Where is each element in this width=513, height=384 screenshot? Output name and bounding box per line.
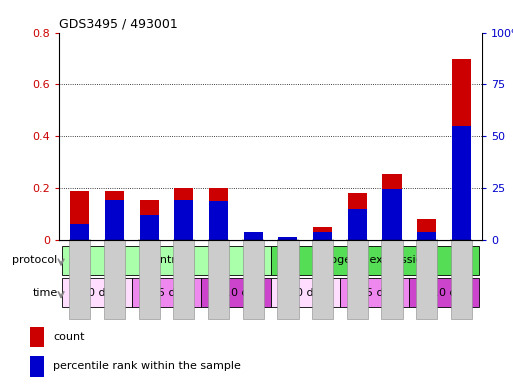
FancyBboxPatch shape	[347, 240, 368, 319]
Bar	[209, 188, 228, 240]
Bar	[63, 246, 271, 275]
Text: percentile rank within the sample: percentile rank within the sample	[53, 361, 241, 371]
Bar	[417, 232, 436, 240]
Text: 10 d: 10 d	[432, 288, 457, 298]
FancyBboxPatch shape	[278, 240, 299, 319]
FancyBboxPatch shape	[139, 240, 160, 319]
Bar	[340, 278, 409, 307]
Bar	[174, 188, 193, 240]
FancyBboxPatch shape	[104, 240, 125, 319]
Bar	[105, 200, 124, 240]
Bar	[417, 219, 436, 240]
FancyBboxPatch shape	[173, 240, 194, 319]
Text: 5 d: 5 d	[157, 288, 175, 298]
Text: protocol: protocol	[12, 255, 57, 265]
FancyBboxPatch shape	[382, 240, 403, 319]
Bar	[201, 278, 271, 307]
Text: GDS3495 / 493001: GDS3495 / 493001	[59, 17, 177, 30]
Text: 5 d: 5 d	[366, 288, 384, 298]
Text: time: time	[32, 288, 57, 298]
FancyBboxPatch shape	[451, 240, 472, 319]
Text: 0 d: 0 d	[297, 288, 314, 298]
Bar	[348, 194, 367, 240]
Text: count: count	[53, 332, 85, 342]
Bar	[244, 232, 263, 240]
Bar	[132, 278, 201, 307]
Bar	[452, 126, 471, 240]
Bar	[383, 189, 402, 240]
Bar	[140, 215, 159, 240]
Bar	[70, 224, 89, 240]
Bar	[244, 232, 263, 240]
Bar	[63, 278, 132, 307]
Bar	[279, 237, 298, 240]
Bar	[313, 232, 332, 240]
Bar	[313, 227, 332, 240]
Bar	[30, 356, 44, 377]
Bar	[279, 237, 298, 240]
FancyBboxPatch shape	[208, 240, 229, 319]
Bar	[209, 201, 228, 240]
Text: control: control	[147, 255, 186, 265]
FancyBboxPatch shape	[312, 240, 333, 319]
Text: progerin expression: progerin expression	[320, 255, 430, 265]
Bar	[174, 200, 193, 240]
Bar	[30, 326, 44, 348]
Bar	[271, 278, 340, 307]
FancyBboxPatch shape	[416, 240, 437, 319]
FancyBboxPatch shape	[69, 240, 90, 319]
Bar	[348, 209, 367, 240]
Bar	[140, 200, 159, 240]
Bar	[105, 191, 124, 240]
Bar	[383, 174, 402, 240]
Text: 0 d: 0 d	[88, 288, 106, 298]
Bar	[452, 58, 471, 240]
Bar	[271, 246, 479, 275]
Bar	[409, 278, 479, 307]
Text: 10 d: 10 d	[224, 288, 248, 298]
FancyBboxPatch shape	[243, 240, 264, 319]
Bar	[70, 191, 89, 240]
